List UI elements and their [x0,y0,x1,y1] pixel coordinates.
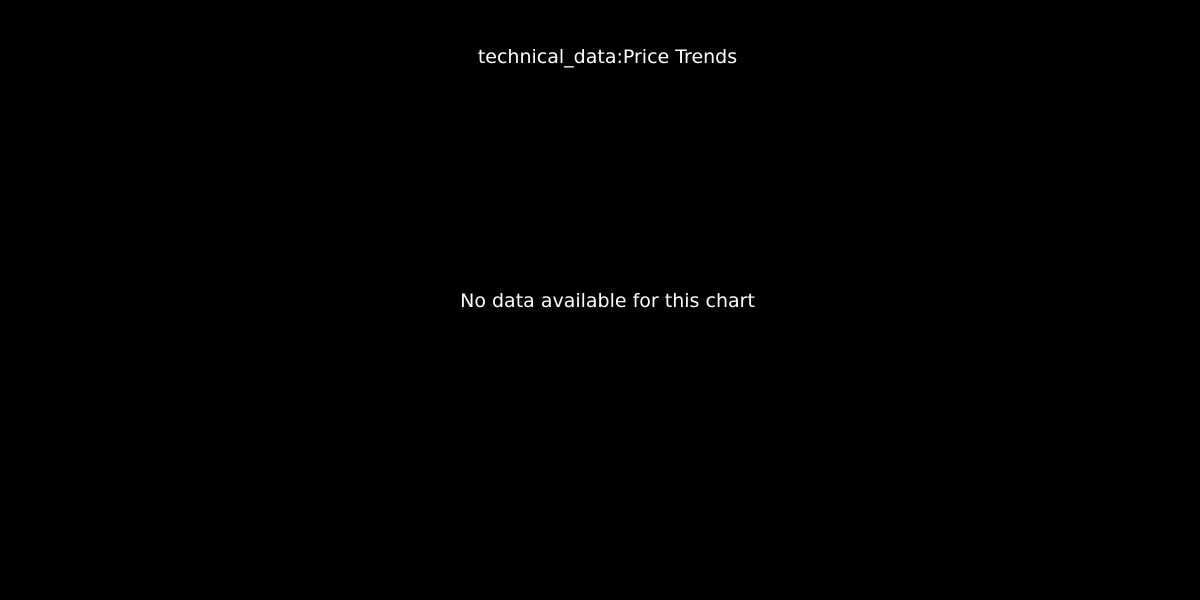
chart-title: technical_data:Price Trends [477,46,738,68]
no-data-message: No data available for this chart [460,290,755,312]
